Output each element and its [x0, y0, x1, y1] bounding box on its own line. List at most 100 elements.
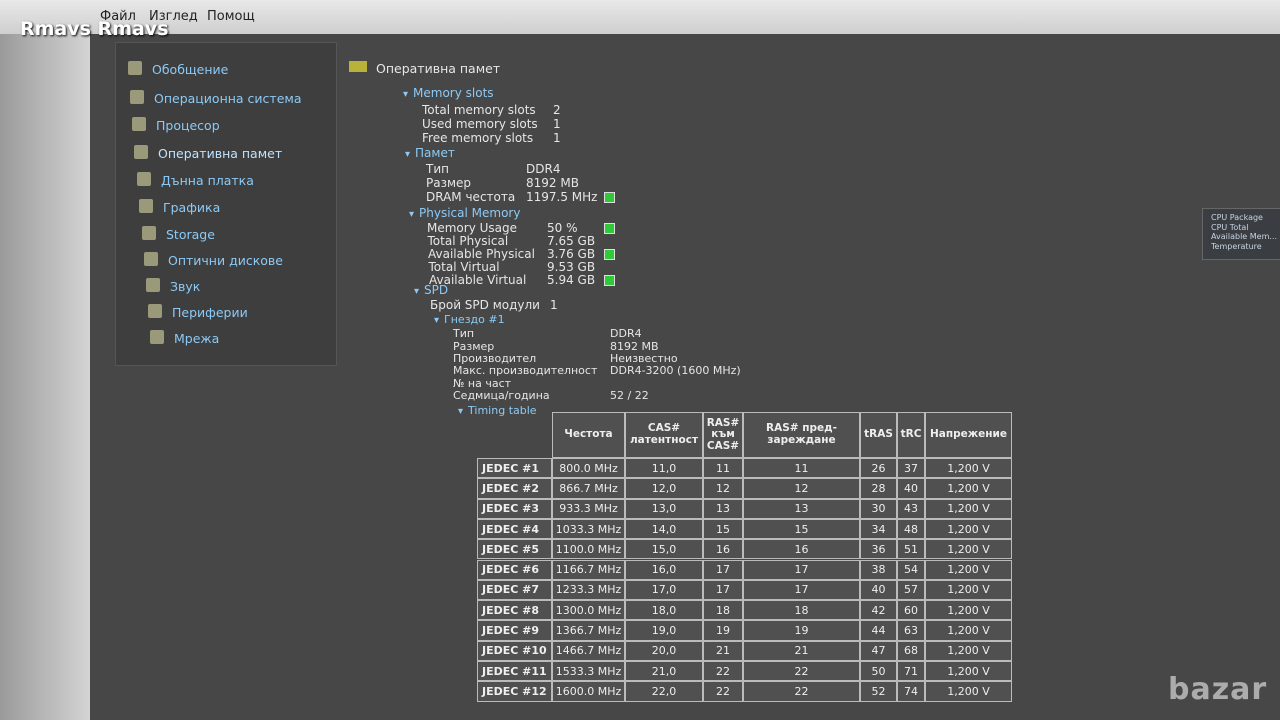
table-cell: 42	[860, 600, 897, 621]
table-cell: 20,0	[625, 640, 703, 661]
spd-label: Производител	[453, 352, 537, 365]
table-cell: 1,200 V	[925, 600, 1012, 621]
page-title: Оперативна памет	[376, 61, 501, 76]
widget-label: Temperature	[1211, 241, 1262, 251]
row-label: Available Virtual	[429, 273, 527, 287]
row-header: JEDEC #8	[477, 600, 552, 621]
row-label: Free memory slots	[422, 131, 534, 145]
table-cell: 1,200 V	[925, 640, 1012, 661]
table-cell: 44	[860, 620, 897, 641]
row-header: JEDEC #7	[477, 579, 552, 601]
table-cell: 57	[897, 579, 925, 601]
table-cell: 19,0	[625, 620, 703, 641]
section-title: SPD	[414, 283, 448, 297]
indicator	[604, 223, 615, 234]
row-value: 8192 MB	[526, 176, 579, 190]
menu-item[interactable]: Изглед	[149, 9, 198, 24]
spd-value: 52 / 22	[610, 389, 649, 402]
menu-item[interactable]: Файл	[100, 9, 136, 24]
sidebar-item[interactable]: Оперативна памет	[158, 146, 283, 161]
section-title: Memory slots	[403, 86, 494, 100]
table-header: Напрежение	[925, 412, 1012, 458]
table-cell: 1,200 V	[925, 498, 1012, 519]
row-value: 1197.5 MHz	[526, 190, 598, 204]
table-cell: 1,200 V	[925, 518, 1012, 540]
table-cell: 18	[743, 600, 860, 621]
sidebar-item[interactable]: Обобщение	[152, 62, 229, 77]
table-cell: 19	[703, 620, 743, 641]
table-header: RAS# пред-зареждане	[743, 412, 860, 458]
table-cell: 1300.0 MHz	[552, 600, 625, 621]
table-cell: 933.3 MHz	[552, 498, 625, 519]
sidebar-icon	[146, 278, 160, 292]
table-cell: 1,200 V	[925, 458, 1012, 479]
spd-value: Неизвестно	[610, 352, 678, 365]
sidebar-icon	[134, 145, 148, 159]
row-label: Тип	[426, 162, 449, 176]
row-value: 50 %	[547, 221, 578, 235]
timing-title: Timing table	[458, 404, 537, 417]
menu-bar	[0, 0, 1280, 34]
sidebar-item[interactable]: Дънна платка	[161, 173, 254, 188]
indicator	[604, 192, 615, 203]
table-cell: 1,200 V	[925, 681, 1012, 702]
sidebar-item[interactable]: Графика	[163, 200, 221, 215]
spd-label: Размер	[453, 340, 495, 353]
menu-item[interactable]: Помощ	[207, 9, 255, 24]
table-cell: 40	[860, 579, 897, 601]
widget-label: CPU Package	[1211, 213, 1263, 222]
sidebar-icon	[144, 252, 158, 266]
row-value: 7.65 GB	[547, 234, 596, 248]
table-cell: 11	[703, 458, 743, 479]
table-cell: 1033.3 MHz	[552, 518, 625, 540]
table-cell: 800.0 MHz	[552, 458, 625, 479]
table-cell: 36	[860, 539, 897, 560]
table-cell: 17	[703, 579, 743, 601]
table-cell: 1,200 V	[925, 539, 1012, 560]
sidebar-icon	[148, 304, 162, 318]
table-cell: 68	[897, 640, 925, 661]
row-header: JEDEC #1	[477, 458, 552, 479]
sidebar-item[interactable]: Мрежа	[174, 331, 220, 346]
table-cell: 13	[743, 498, 860, 519]
row-value: 2	[553, 103, 561, 117]
table-cell: 12	[703, 478, 743, 499]
table-cell: 60	[897, 600, 925, 621]
table-header: Честота	[552, 412, 625, 458]
spd-value: 8192 MB	[610, 340, 659, 353]
table-cell: 15	[743, 518, 860, 540]
row-header: JEDEC #4	[477, 518, 552, 540]
logo: bazar	[1168, 672, 1268, 707]
table-cell: 14,0	[625, 518, 703, 540]
table-cell: 43	[897, 498, 925, 519]
sidebar-item[interactable]: Звук	[170, 279, 201, 294]
table-cell: 15,0	[625, 539, 703, 560]
sidebar-item[interactable]: Storage	[166, 227, 215, 242]
page-icon	[349, 61, 367, 72]
sidebar-item[interactable]: Периферии	[172, 305, 248, 320]
sidebar-icon	[132, 117, 146, 131]
table-cell: 38	[860, 559, 897, 580]
row-value: DDR4	[526, 162, 561, 176]
table-cell: 71	[897, 661, 925, 682]
row-label: Available Physical	[428, 247, 535, 261]
sidebar-icon	[137, 172, 151, 186]
table-cell: 1,200 V	[925, 579, 1012, 601]
table-cell: 74	[897, 681, 925, 702]
table-cell: 30	[860, 498, 897, 519]
table-cell: 16,0	[625, 559, 703, 580]
sidebar-item[interactable]: Оптични дискове	[168, 253, 283, 268]
table-cell: 34	[860, 518, 897, 540]
row-value: 1	[553, 117, 561, 131]
sidebar-item[interactable]: Операционна система	[154, 91, 302, 106]
table-cell: 28	[860, 478, 897, 499]
spd-label: Тип	[453, 327, 475, 340]
table-cell: 13,0	[625, 498, 703, 519]
sidebar-icon	[150, 330, 164, 344]
table-cell: 22	[703, 681, 743, 702]
sidebar-item[interactable]: Процесор	[156, 118, 220, 133]
row-header: JEDEC #12	[477, 681, 552, 702]
table-cell: 51	[897, 539, 925, 560]
table-cell: 21	[743, 640, 860, 661]
table-cell: 866.7 MHz	[552, 478, 625, 499]
